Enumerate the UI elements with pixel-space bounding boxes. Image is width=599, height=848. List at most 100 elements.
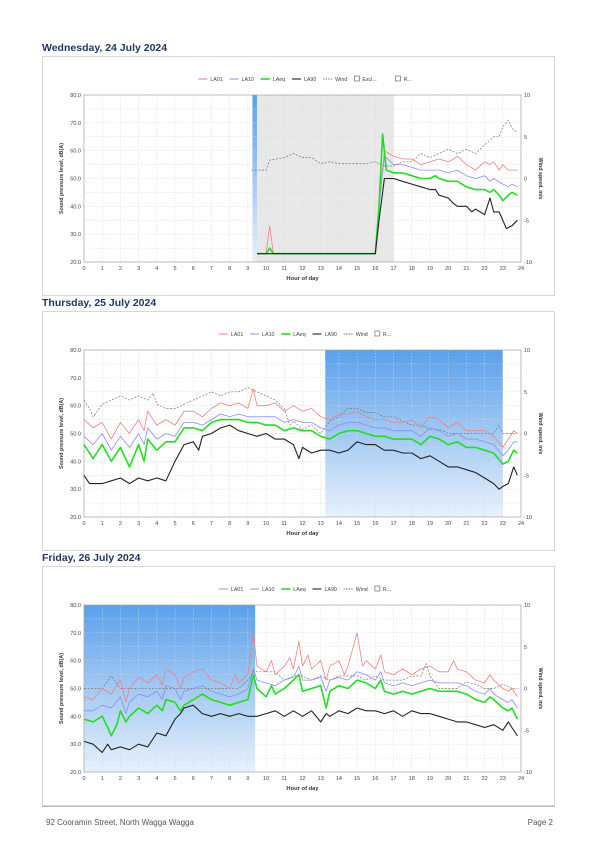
y2-tick-label: 10 xyxy=(524,348,530,354)
x-tick-label: 15 xyxy=(354,776,360,782)
x-tick-label: 5 xyxy=(174,776,177,782)
x-tick-label: 6 xyxy=(192,266,195,272)
x-tick-label: 18 xyxy=(409,521,415,527)
legend-label: LAeq xyxy=(293,332,305,338)
x-tick-label: 17 xyxy=(390,266,396,272)
x-tick-label: 24 xyxy=(518,776,524,782)
legend-label: LA01 xyxy=(231,587,243,593)
legend-label: LA90 xyxy=(304,77,316,83)
legend-swatch xyxy=(374,330,381,337)
legend-label: LA10 xyxy=(262,332,274,338)
series-line-la01 xyxy=(83,632,518,703)
x-tick-label: 3 xyxy=(137,521,140,527)
y2-tick-label: 10 xyxy=(524,93,530,99)
x-tick-label: 19 xyxy=(427,776,433,782)
legend-swatch xyxy=(354,75,360,82)
x-tick-label: 3 xyxy=(137,776,140,782)
day-title-fri: Friday, 26 July 2024 xyxy=(42,552,141,564)
x-tick-label: 15 xyxy=(354,266,360,272)
legend-label: LA10 xyxy=(242,77,254,83)
x-tick-label: 16 xyxy=(372,266,378,272)
y-tick-label: 70.0 xyxy=(70,121,81,127)
x-tick-label: 9 xyxy=(246,776,249,782)
x-tick-label: 22 xyxy=(482,266,488,272)
chart-wed: 0 1 2 3 4 5 6 7 8 9 10 11 12 13 14 15 16 17 18 19 20 21 22 23 24… xyxy=(59,75,543,282)
x-tick-label: 7 xyxy=(210,776,213,782)
y-axis-title: Sound pressure level, dB(A) xyxy=(59,143,65,214)
y2-tick-label: -10 xyxy=(524,260,532,266)
legend-label: R... xyxy=(383,587,391,593)
x-tick-label: 0 xyxy=(82,776,85,782)
legend-label: Wind xyxy=(356,332,368,338)
x-tick-label: 22 xyxy=(482,776,488,782)
y-tick-label: 20.0 xyxy=(70,260,81,266)
x-tick-label: 19 xyxy=(427,266,433,272)
x-tick-label: 2 xyxy=(119,521,122,527)
x-tick-label: 23 xyxy=(500,266,506,272)
legend-label: Wind xyxy=(356,587,368,593)
x-axis-title: Hour of day xyxy=(286,276,319,282)
y2-tick-label: 5 xyxy=(524,645,527,651)
x-tick-label: 2 xyxy=(119,266,122,272)
day-title-wed: Wednesday, 24 July 2024 xyxy=(42,42,168,54)
legend-label: LA10 xyxy=(262,587,274,593)
x-tick-label: 8 xyxy=(228,776,231,782)
y2-tick-label: 5 xyxy=(524,390,527,396)
x-tick-label: 8 xyxy=(228,266,231,272)
y2-axis-title: Wind speed, m/s xyxy=(537,668,543,710)
x-tick-label: 13 xyxy=(318,521,324,527)
y-tick-label: 80.0 xyxy=(70,348,81,354)
x-tick-label: 1 xyxy=(101,776,104,782)
y-tick-label: 30.0 xyxy=(70,742,81,748)
chart-panel-fri: 0 1 2 3 4 5 6 7 8 9 10 11 12 13 14 15 16 17 18 19 20 21 22 23 24… xyxy=(42,566,555,806)
series-line-la01 xyxy=(83,388,518,448)
legend-swatch xyxy=(374,585,381,592)
x-tick-label: 5 xyxy=(174,266,177,272)
x-tick-label: 4 xyxy=(155,776,158,782)
x-tick-label: 7 xyxy=(210,521,213,527)
x-tick-label: 6 xyxy=(192,776,195,782)
series-line-wind xyxy=(83,387,518,434)
x-tick-label: 13 xyxy=(318,266,324,272)
y-tick-label: 60.0 xyxy=(70,149,81,155)
chart-panel-thu: 0 1 2 3 4 5 6 7 8 9 10 11 12 13 14 15 16 17 18 19 20 21 22 23 24… xyxy=(42,311,555,551)
y2-tick-label: -10 xyxy=(524,515,532,521)
series-line-wind xyxy=(84,663,518,689)
legend-swatch xyxy=(395,75,401,82)
x-tick-label: 17 xyxy=(390,776,396,782)
y2-tick-label: -5 xyxy=(524,728,529,734)
y2-tick-label: 10 xyxy=(524,603,530,609)
plot-area-border xyxy=(83,349,522,518)
x-tick-label: 8 xyxy=(228,521,231,527)
y2-axis-title: Wind speed, m/s xyxy=(537,413,543,455)
x-tick-label: 5 xyxy=(174,521,177,527)
y-tick-label: 50.0 xyxy=(70,177,81,183)
plot-area-border xyxy=(83,94,522,263)
legend-label: R... xyxy=(403,77,411,83)
y2-tick-label: 0 xyxy=(524,432,527,438)
y2-tick-label: 0 xyxy=(524,177,527,183)
y-tick-label: 40.0 xyxy=(70,204,81,210)
series-line-laeq xyxy=(83,418,518,468)
legend-label: LA90 xyxy=(325,332,337,338)
x-tick-label: 21 xyxy=(463,776,469,782)
series-line-la10 xyxy=(83,413,518,457)
x-tick-label: 16 xyxy=(372,776,378,782)
x-tick-label: 7 xyxy=(210,266,213,272)
x-tick-label: 20 xyxy=(445,776,451,782)
x-tick-label: 20 xyxy=(445,266,451,272)
legend-label: LAeq xyxy=(293,587,305,593)
y2-tick-label: -5 xyxy=(524,473,529,479)
x-tick-label: 14 xyxy=(336,521,342,527)
x-tick-label: 14 xyxy=(336,266,342,272)
x-tick-label: 17 xyxy=(390,521,396,527)
legend-label: R... xyxy=(383,332,391,338)
y2-tick-label: -5 xyxy=(524,218,529,224)
x-tick-label: 19 xyxy=(427,521,433,527)
x-tick-label: 9 xyxy=(246,266,249,272)
x-tick-label: 15 xyxy=(354,521,360,527)
x-tick-label: 14 xyxy=(336,776,342,782)
x-tick-label: 4 xyxy=(155,266,158,272)
chart-panel-wed: 0 1 2 3 4 5 6 7 8 9 10 11 12 13 14 15 16 17 18 19 20 21 22 23 24… xyxy=(42,56,555,296)
x-tick-label: 23 xyxy=(500,521,506,527)
